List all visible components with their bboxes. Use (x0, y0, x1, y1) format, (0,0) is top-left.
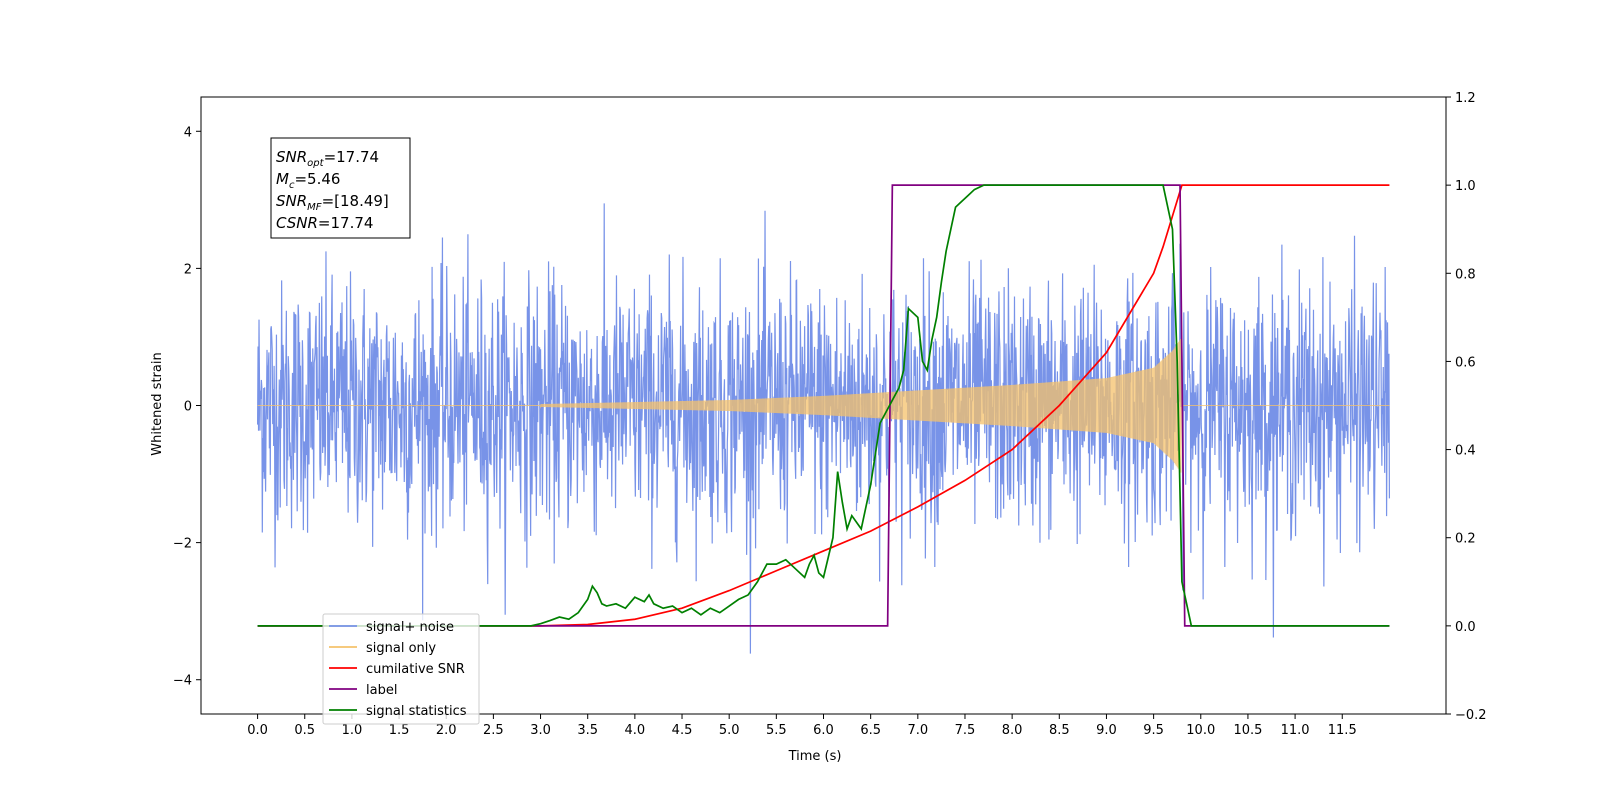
plot-area (200, 96, 1447, 715)
legend-label: signal only (366, 641, 436, 656)
x-tick-label: 5.0 (719, 723, 740, 738)
legend: signal+ noise signal only cumilative SNR la… (322, 613, 480, 725)
x-tick-label: 0.0 (247, 723, 268, 738)
x-tick-label: 7.0 (907, 723, 928, 738)
x-axis-title: Time (s) (788, 749, 842, 764)
y-tick-label-left: 2 (184, 262, 192, 277)
x-tick-label: 2.5 (483, 723, 504, 738)
x-tick-label: 11.5 (1328, 723, 1357, 738)
legend-label: signal statistics (366, 704, 467, 719)
y-tick-label-left: −2 (173, 537, 192, 552)
x-tick-label: 0.5 (294, 723, 315, 738)
y-tick-label-right: 0.8 (1455, 267, 1476, 282)
y-tick-label-right: 0.2 (1455, 532, 1476, 547)
x-tick-label: 1.0 (342, 723, 363, 738)
legend-label: signal+ noise (366, 620, 454, 635)
y-tick-label-right: 0.6 (1455, 355, 1476, 370)
x-tick-label: 1.5 (389, 723, 410, 738)
annotation-box: SNRopt=17.74Mc=5.46SNRMF=[18.49]CSNR=17.… (270, 137, 411, 239)
legend-label: cumilative SNR (366, 662, 465, 677)
x-tick-label: 8.5 (1049, 723, 1070, 738)
y-axis-left: −4 −2 0 2 4 (173, 125, 201, 689)
y-tick-label-left: 4 (184, 125, 192, 140)
y-tick-label-right: 1.0 (1455, 179, 1476, 194)
series-cumilative-snr (257, 184, 1390, 627)
x-tick-label: 4.0 (625, 723, 646, 738)
y-tick-label-right: 0.4 (1455, 444, 1476, 459)
y-tick-label-right: 1.2 (1455, 91, 1476, 106)
x-tick-label: 4.5 (672, 723, 693, 738)
series-group (256, 184, 1391, 654)
legend-label: label (366, 683, 397, 698)
y-tick-label-right: −0.2 (1455, 708, 1487, 723)
x-tick-label: 6.0 (813, 723, 834, 738)
x-tick-label: 5.5 (766, 723, 787, 738)
x-tick-label: 11.0 (1281, 723, 1310, 738)
annotation-line: SNRMF=[18.49] (276, 192, 389, 213)
y-axis-right: −0.2 0.0 0.2 0.4 0.6 0.8 1.0 1.2 (1446, 91, 1487, 723)
x-tick-label: 7.5 (955, 723, 976, 738)
x-axis: 0.0 0.5 1.0 1.5 2.0 2.5 3.0 3.5 4.0 4.5 5.0 5.5 6.0 6… (247, 714, 1357, 738)
x-tick-label: 2.0 (436, 723, 457, 738)
y-tick-label-left: −4 (173, 674, 192, 689)
annotation-line: Mc=5.46 (276, 170, 340, 191)
x-tick-label: 3.0 (530, 723, 551, 738)
annotation-line: SNRopt=17.74 (276, 148, 379, 169)
legend-frame (322, 613, 480, 725)
series-signal-statistics (257, 184, 1390, 627)
series-signal-noise (256, 203, 1391, 654)
y-tick-label-left: 0 (184, 400, 192, 415)
annotation-frame (270, 137, 411, 239)
x-tick-label: 9.0 (1096, 723, 1117, 738)
annotation-line: CSNR=17.74 (276, 214, 373, 232)
y-tick-label-right: 0.0 (1455, 620, 1476, 635)
x-tick-label: 9.5 (1143, 723, 1164, 738)
x-tick-label: 8.0 (1002, 723, 1023, 738)
x-tick-label: 3.5 (577, 723, 598, 738)
x-tick-label: 6.5 (860, 723, 881, 738)
x-tick-label: 10.5 (1233, 723, 1262, 738)
y-axis-title: Whitened strain (150, 352, 165, 455)
x-tick-label: 10.0 (1186, 723, 1215, 738)
series-signal-only (257, 337, 1390, 473)
